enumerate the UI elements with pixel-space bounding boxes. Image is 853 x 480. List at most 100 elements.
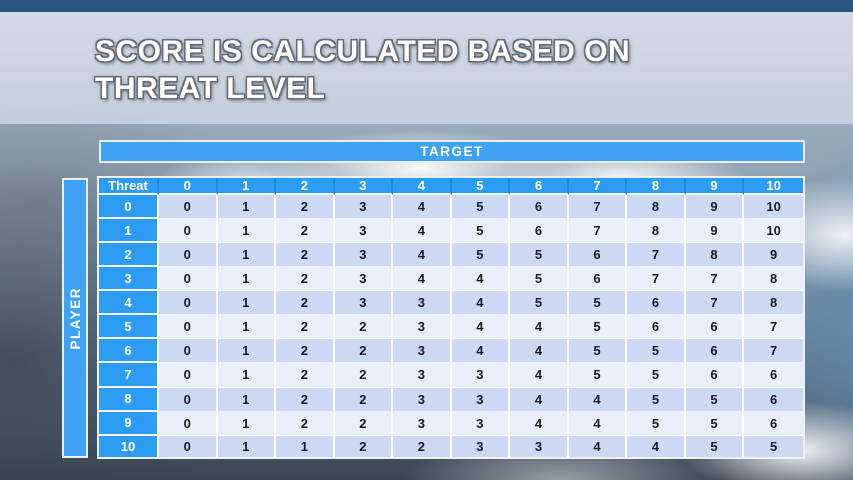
- score-cell: 5: [568, 339, 628, 364]
- score-cell: 2: [276, 291, 335, 316]
- column-header-cell: 2: [276, 178, 335, 195]
- score-cell: 1: [217, 291, 277, 316]
- score-cell: 5: [685, 435, 745, 457]
- score-cell: 2: [276, 195, 335, 220]
- score-cell: 7: [627, 243, 686, 268]
- score-cell: 6: [510, 219, 569, 244]
- score-cell: 8: [744, 291, 803, 316]
- score-cell: 5: [627, 411, 686, 436]
- header-row: Threat 0 1 2 3 4 5 6 7 8 9 10: [99, 178, 803, 195]
- slide-title-line1: SCORE IS CALCULATED BASED ON: [95, 35, 631, 68]
- row-label-cell: 1: [99, 219, 159, 244]
- score-cell: 3: [451, 435, 511, 457]
- row-label-cell: 10: [99, 435, 159, 457]
- score-cell: 3: [510, 435, 569, 457]
- score-cell: 4: [393, 267, 452, 292]
- score-cell: 1: [217, 339, 277, 364]
- score-cell: 5: [451, 219, 511, 244]
- player-axis-label: PLAYER: [62, 178, 88, 458]
- column-header-cell: 9: [685, 178, 745, 195]
- row-label-cell: 9: [99, 411, 159, 436]
- score-cell: 2: [334, 315, 394, 340]
- score-cell: 8: [744, 267, 803, 292]
- score-cell: 5: [627, 387, 686, 412]
- score-cell: 1: [217, 267, 277, 292]
- score-cell: 3: [334, 219, 394, 244]
- score-cell: 0: [159, 411, 218, 436]
- score-cell: 9: [685, 195, 745, 220]
- score-cell: 4: [393, 219, 452, 244]
- score-cell: 4: [510, 387, 569, 412]
- score-cell: 2: [276, 243, 335, 268]
- corner-header-cell: Threat: [99, 178, 159, 195]
- column-header-cell: 4: [393, 178, 452, 195]
- score-row: 10 0 1 1 2 2 3 3 4 4 5 5: [99, 435, 803, 457]
- score-cell: 6: [568, 243, 628, 268]
- column-header-cell: 6: [510, 178, 569, 195]
- title-band: SCORE IS CALCULATED BASED ON THREAT LEVEL: [0, 12, 853, 124]
- score-cell: 4: [510, 411, 569, 436]
- score-row: 0 0 1 2 3 4 5 6 7 8 9 10: [99, 195, 803, 220]
- target-axis-label: TARGET: [99, 140, 805, 163]
- score-cell: 4: [510, 339, 569, 364]
- score-cell: 0: [159, 195, 218, 220]
- score-cell: 6: [627, 291, 686, 316]
- score-cell: 0: [159, 387, 218, 412]
- score-cell: 6: [627, 315, 686, 340]
- score-cell: 10: [744, 219, 803, 244]
- score-cell: 3: [451, 411, 511, 436]
- column-header-cell: 8: [627, 178, 686, 195]
- score-table-body: 0 0 1 2 3 4 5 6 7 8 9 10 1 0 1 2 3 4 5 6 7 8 9 10 2 0 1 2 3 4 5 5 6 7 8 9 3 0…: [99, 195, 803, 457]
- score-cell: 3: [334, 291, 394, 316]
- score-cell: 2: [393, 435, 452, 457]
- score-cell: 4: [568, 387, 628, 412]
- score-cell: 2: [334, 387, 394, 412]
- score-cell: 3: [451, 387, 511, 412]
- score-cell: 4: [393, 243, 452, 268]
- score-cell: 4: [510, 315, 569, 340]
- score-cell: 1: [217, 243, 277, 268]
- score-cell: 5: [568, 315, 628, 340]
- score-cell: 5: [510, 243, 569, 268]
- player-axis-label-text: PLAYER: [67, 286, 83, 350]
- score-cell: 6: [744, 387, 803, 412]
- score-cell: 1: [217, 195, 277, 220]
- score-cell: 0: [159, 291, 218, 316]
- score-cell: 7: [685, 291, 745, 316]
- score-cell: 7: [685, 267, 745, 292]
- score-matrix-table: Threat 0 1 2 3 4 5 6 7 8 9 10 0 0 1 2 3 4 5 6 7 8 9 10 1 0 1 2 3 4 5 6…: [97, 176, 805, 459]
- score-cell: 1: [217, 435, 277, 457]
- score-cell: 3: [334, 267, 394, 292]
- score-cell: 6: [685, 315, 745, 340]
- score-cell: 8: [627, 195, 686, 220]
- score-cell: 3: [393, 291, 452, 316]
- slide-title-line2: THREAT LEVEL: [95, 72, 326, 105]
- score-cell: 2: [334, 435, 394, 457]
- score-cell: 0: [159, 315, 218, 340]
- row-label-cell: 5: [99, 315, 159, 340]
- score-cell: 4: [568, 411, 628, 436]
- score-cell: 9: [685, 219, 745, 244]
- score-cell: 6: [510, 195, 569, 220]
- score-cell: 5: [510, 267, 569, 292]
- row-label-cell: 2: [99, 243, 159, 268]
- column-header-cell: 1: [217, 178, 277, 195]
- score-cell: 6: [744, 411, 803, 436]
- score-cell: 2: [334, 339, 394, 364]
- row-label-cell: 7: [99, 363, 159, 388]
- score-cell: 5: [627, 363, 686, 388]
- column-header-cell: 3: [334, 178, 394, 195]
- score-cell: 0: [159, 267, 218, 292]
- score-cell: 1: [276, 435, 335, 457]
- score-cell: 0: [159, 339, 218, 364]
- column-header-cell: 5: [451, 178, 511, 195]
- score-cell: 5: [568, 291, 628, 316]
